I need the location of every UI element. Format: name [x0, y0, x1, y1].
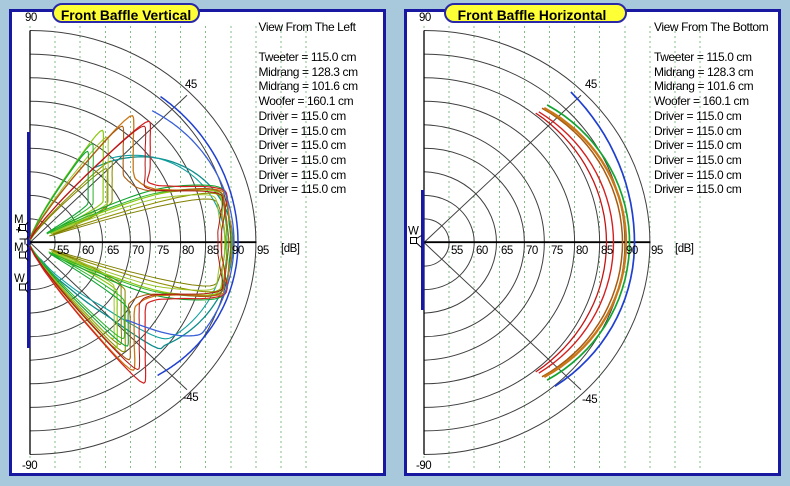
svg-text:M: M: [14, 242, 24, 254]
svg-text:W: W: [14, 273, 25, 285]
svg-text:M: M: [14, 214, 24, 226]
svg-text:W: W: [408, 226, 419, 238]
